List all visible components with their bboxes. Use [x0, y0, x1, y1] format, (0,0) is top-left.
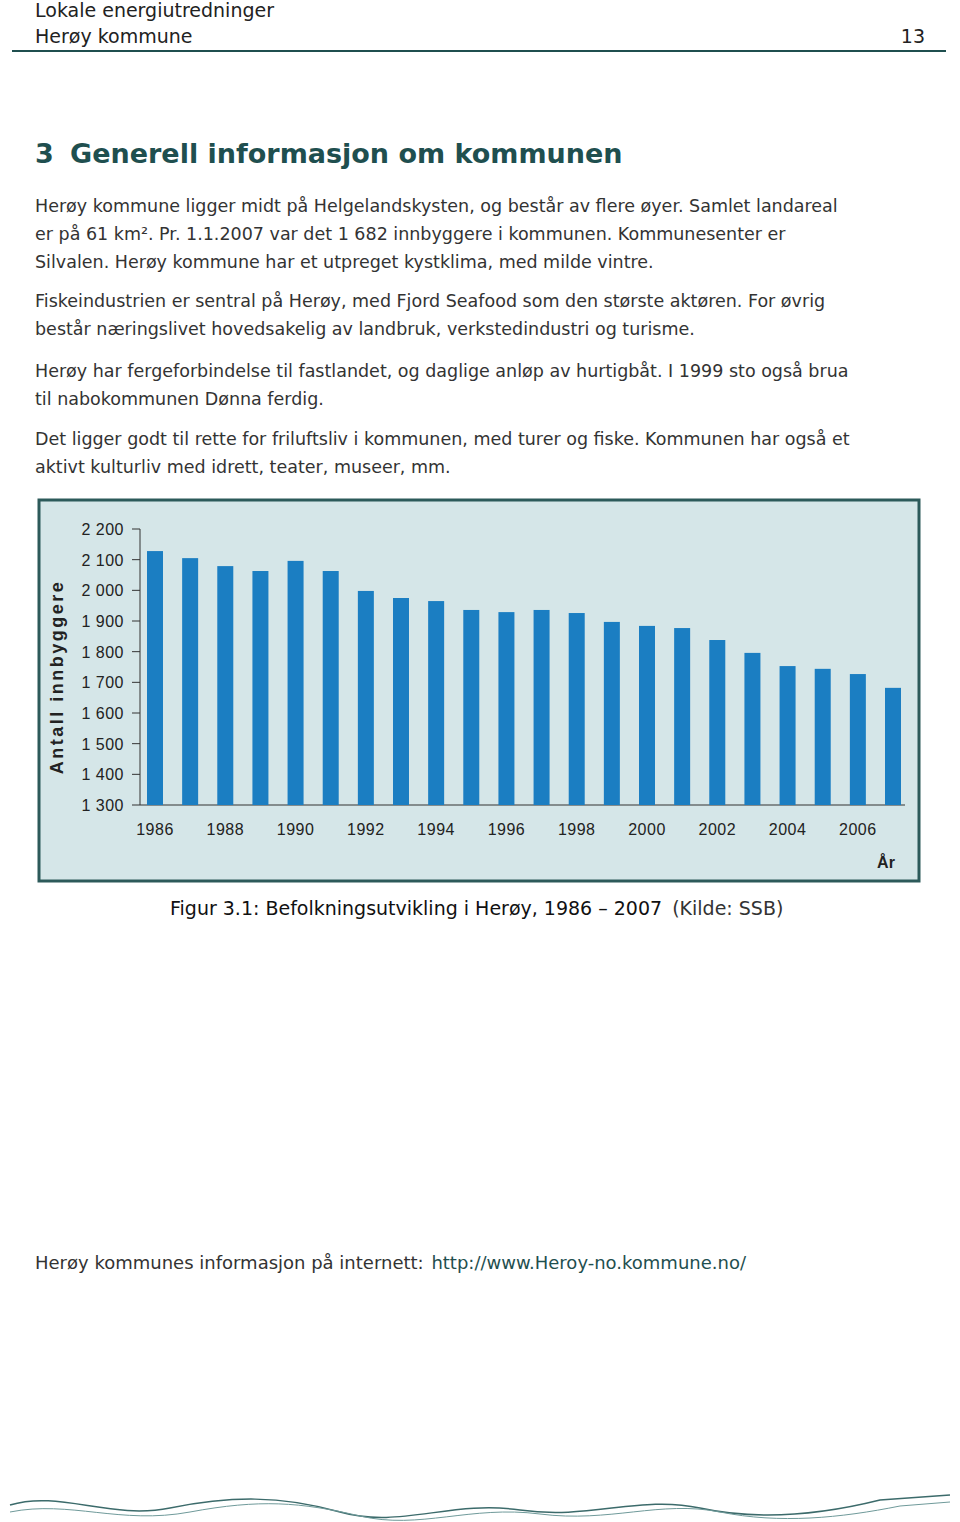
- paragraph-line: består næringslivet hovedsakelig av land…: [35, 319, 695, 339]
- bar: [323, 571, 339, 805]
- paragraph-line: til nabokommunen Dønna ferdig.: [35, 389, 324, 409]
- bar: [147, 551, 163, 805]
- paragraph-line: Herøy kommune ligger midt på Helgelandsk…: [35, 196, 838, 216]
- x-tick-label: 2000: [628, 821, 666, 838]
- x-tick-label: 1996: [488, 821, 526, 838]
- bar: [217, 566, 233, 805]
- paragraph-line: aktivt kulturliv med idrett, teater, mus…: [35, 457, 451, 477]
- y-tick-label: 1 900: [81, 613, 124, 630]
- x-tick-label: 2004: [769, 821, 807, 838]
- y-tick: [132, 590, 140, 591]
- paragraph-line: Fiskeindustrien er sentral på Herøy, med…: [35, 291, 825, 311]
- y-tick-label: 1 400: [81, 766, 124, 783]
- y-tick-label: 1 300: [81, 797, 124, 814]
- footer-text: Herøy kommunes informasjon på internett:: [35, 1252, 429, 1273]
- x-tick-label: 1994: [417, 821, 455, 838]
- x-tick-label: 2002: [698, 821, 736, 838]
- y-tick: [132, 559, 140, 560]
- header-rule: [12, 50, 946, 52]
- bar: [639, 626, 655, 805]
- figure-caption: Figur 3.1: Befolkningsutvikling i Herøy,…: [170, 897, 662, 919]
- paragraph-line: Silvalen. Herøy kommune har et utpreget …: [35, 252, 654, 272]
- footer-link[interactable]: http://www.Heroy-no.kommune.no/: [431, 1252, 747, 1273]
- header-title: Lokale energiutredninger: [35, 0, 274, 21]
- y-axis-label: Antall innbyggere: [47, 580, 67, 775]
- y-tick-label: 1 500: [81, 736, 124, 753]
- bar: [463, 610, 479, 805]
- y-tick-label: 2 100: [81, 552, 124, 569]
- bar: [885, 688, 901, 805]
- paragraph-line: Det ligger godt til rette for friluftsli…: [35, 429, 850, 449]
- x-axis-label: År: [877, 853, 895, 871]
- y-tick: [132, 713, 140, 714]
- page-number: 13: [901, 25, 925, 47]
- y-tick: [132, 651, 140, 652]
- heading-title: Generell informasjon om kommunen: [70, 138, 623, 169]
- bar: [709, 640, 725, 805]
- paragraph-line: Herøy har fergeforbindelse til fastlande…: [35, 361, 849, 381]
- figure-source: (Kilde: SSB): [672, 897, 783, 919]
- bar: [850, 674, 866, 805]
- bar: [428, 601, 444, 805]
- y-tick: [132, 529, 140, 530]
- bar: [498, 612, 514, 805]
- decor-wave: [10, 1502, 950, 1520]
- y-tick-label: 1 800: [81, 644, 124, 661]
- decor-wave: [10, 1495, 950, 1517]
- y-tick: [132, 774, 140, 775]
- bar: [252, 571, 268, 805]
- bar: [358, 591, 374, 805]
- y-tick-label: 1 700: [81, 674, 124, 691]
- paragraph-line: er på 61 km². Pr. 1.1.2007 var det 1 682…: [35, 224, 786, 244]
- x-tick-label: 1986: [136, 821, 174, 838]
- y-tick-label: 2 200: [81, 521, 124, 538]
- bar: [534, 610, 550, 805]
- x-tick-label: 1990: [277, 821, 315, 838]
- bar: [780, 666, 796, 805]
- heading-number: 3: [35, 138, 54, 169]
- page: Lokale energiutredninger Herøy kommune 13 3…: [0, 0, 960, 1522]
- x-tick-label: 1998: [558, 821, 596, 838]
- bars: [147, 551, 901, 805]
- header-subtitle: Herøy kommune: [35, 25, 192, 47]
- y-tick-label: 2 000: [81, 582, 124, 599]
- bar: [288, 561, 304, 805]
- bar: [744, 653, 760, 805]
- bar: [674, 628, 690, 805]
- x-tick-label: 2006: [839, 821, 877, 838]
- x-tick-label: 1988: [206, 821, 244, 838]
- bar: [815, 669, 831, 805]
- bar: [569, 613, 585, 805]
- y-tick: [132, 621, 140, 622]
- y-tick: [132, 682, 140, 683]
- y-tick-label: 1 600: [81, 705, 124, 722]
- bar: [604, 622, 620, 805]
- x-tick-label: 1992: [347, 821, 385, 838]
- bar: [393, 598, 409, 805]
- bar: [182, 558, 198, 805]
- y-tick: [132, 743, 140, 744]
- y-axis: [140, 529, 141, 805]
- chart-frame: [39, 500, 919, 881]
- y-tick: [132, 805, 140, 806]
